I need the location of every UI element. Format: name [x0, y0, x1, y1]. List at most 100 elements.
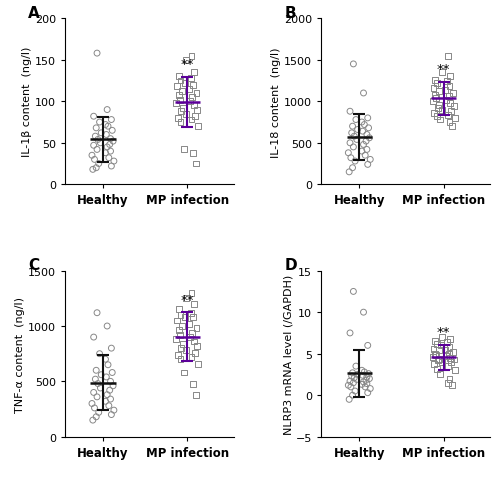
Point — [173, 317, 181, 324]
Point — [178, 345, 186, 352]
Point — [344, 150, 352, 157]
Point — [186, 334, 194, 341]
Point — [442, 346, 450, 354]
Point — [98, 130, 106, 137]
Point — [446, 100, 454, 108]
Point — [448, 382, 456, 389]
Point — [102, 150, 110, 157]
Point — [94, 136, 102, 144]
Text: **: ** — [180, 293, 194, 306]
Point — [444, 350, 452, 358]
Point — [434, 88, 442, 96]
Point — [182, 295, 190, 302]
Point — [105, 402, 113, 410]
Point — [108, 411, 116, 419]
Point — [191, 113, 199, 121]
Point — [350, 379, 358, 387]
Point — [92, 367, 100, 374]
Point — [443, 338, 451, 346]
Point — [358, 381, 366, 388]
Point — [92, 125, 100, 132]
Point — [106, 378, 114, 385]
Point — [430, 85, 438, 93]
Point — [436, 371, 444, 379]
Point — [447, 359, 455, 366]
Point — [438, 334, 446, 341]
Point — [90, 334, 98, 341]
Point — [346, 140, 354, 147]
Point — [350, 133, 358, 141]
Point — [189, 150, 197, 157]
Point — [103, 107, 111, 114]
Point — [361, 152, 369, 160]
Point — [90, 156, 98, 164]
Point — [450, 115, 458, 122]
Text: B: B — [284, 6, 296, 21]
Point — [192, 391, 200, 399]
Point — [109, 382, 117, 390]
Y-axis label: TNF-α content  (ng/l): TNF-α content (ng/l) — [15, 296, 25, 412]
Point — [90, 404, 98, 412]
Point — [108, 163, 116, 170]
Point — [428, 353, 436, 361]
Text: **: ** — [180, 58, 194, 71]
Point — [179, 105, 187, 112]
Point — [108, 127, 116, 135]
Text: **: ** — [437, 63, 450, 76]
Text: C: C — [28, 258, 39, 273]
Point — [93, 146, 101, 154]
Point — [90, 389, 98, 396]
Point — [449, 90, 457, 97]
Point — [90, 113, 98, 121]
Point — [434, 347, 442, 354]
Point — [103, 391, 111, 399]
Point — [346, 377, 354, 385]
Point — [105, 155, 113, 162]
Point — [89, 416, 97, 424]
Point — [436, 102, 444, 109]
Point — [102, 397, 110, 405]
Point — [175, 92, 183, 99]
Point — [188, 353, 196, 361]
Point — [430, 360, 438, 368]
Point — [350, 61, 358, 69]
Point — [102, 356, 110, 363]
Point — [444, 111, 452, 119]
Point — [446, 344, 454, 351]
Point — [431, 337, 439, 345]
Point — [194, 342, 202, 350]
Point — [361, 383, 369, 391]
Point — [94, 408, 102, 416]
Point — [180, 369, 188, 377]
Point — [348, 130, 356, 137]
Point — [92, 413, 100, 421]
Y-axis label: NLRP3 mRNA level (/GAPDH): NLRP3 mRNA level (/GAPDH) — [283, 274, 293, 434]
Point — [363, 132, 371, 139]
Point — [346, 329, 354, 337]
Point — [366, 135, 374, 143]
Point — [185, 320, 193, 328]
Point — [92, 375, 100, 383]
Point — [433, 80, 441, 88]
Point — [178, 108, 186, 116]
Point — [348, 123, 356, 131]
Point — [364, 115, 372, 122]
Point — [345, 396, 353, 403]
Point — [104, 123, 112, 131]
Point — [358, 367, 366, 374]
Point — [432, 352, 440, 360]
Point — [94, 160, 102, 168]
Point — [444, 53, 452, 60]
Point — [437, 342, 445, 349]
Point — [345, 168, 353, 176]
Point — [436, 355, 444, 363]
Point — [364, 125, 372, 132]
Point — [185, 86, 193, 94]
Point — [96, 384, 104, 392]
Point — [176, 331, 184, 339]
Point — [344, 382, 352, 389]
Point — [348, 165, 356, 172]
Point — [353, 376, 361, 384]
Point — [189, 313, 197, 321]
Point — [108, 345, 116, 352]
